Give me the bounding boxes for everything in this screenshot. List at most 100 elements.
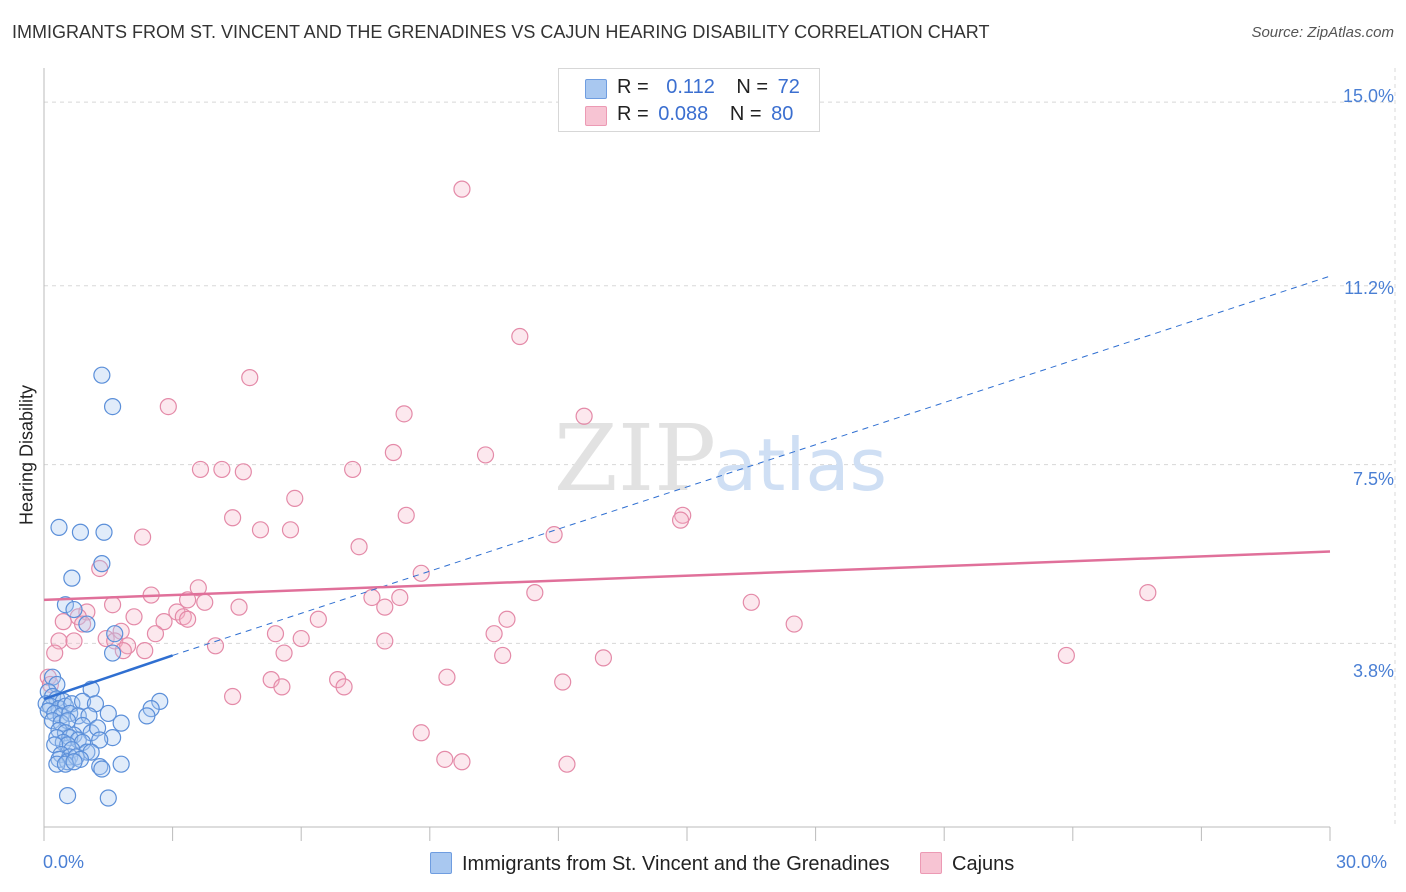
- series-legend-cajuns[interactable]: Cajuns: [920, 852, 1014, 876]
- legend-r-label: R =: [617, 76, 649, 98]
- cajuns-point: [485, 625, 503, 643]
- cajuns-point: [498, 610, 516, 628]
- cajuns-point: [146, 625, 165, 643]
- immigrants-point: [78, 615, 96, 633]
- cajuns-point: [376, 632, 394, 650]
- cajuns-point: [224, 687, 242, 706]
- legend-r-value: 0.112: [666, 76, 715, 98]
- correlation-legend: R = 0.112 N = 72 R = 0.088 N = 80: [558, 68, 820, 132]
- y-tick-label: 7.5%: [1352, 469, 1394, 489]
- cajuns-point: [545, 526, 563, 544]
- immigrants-point: [93, 366, 111, 384]
- cajuns-point: [224, 509, 242, 527]
- series-name: Cajuns: [952, 853, 1015, 875]
- immigrants-point: [99, 704, 117, 723]
- x-tick-label: 0.0%: [43, 852, 85, 872]
- cajuns-point: [453, 180, 471, 198]
- watermark-zip: ZIP: [554, 405, 716, 512]
- immigrants-point: [99, 789, 117, 807]
- cajuns-point: [384, 443, 402, 462]
- immigrants-point: [58, 753, 77, 771]
- legend-swatch-pink: [920, 852, 942, 874]
- immigrants-point: [58, 786, 77, 805]
- source-credit: Source: ZipAtlas.com: [1251, 24, 1394, 41]
- legend-n-value: 72: [777, 76, 800, 98]
- immigrants-point: [106, 625, 124, 643]
- cajuns-point: [65, 632, 83, 650]
- cajuns-point: [189, 579, 207, 597]
- immigrants-point: [95, 523, 113, 541]
- cajuns-point: [159, 397, 177, 416]
- cajuns-point: [376, 598, 394, 616]
- immigrants-point: [91, 757, 109, 776]
- cajuns-point: [335, 678, 353, 696]
- immigrants-point: [71, 523, 90, 541]
- y-tick-label: 3.8%: [1352, 661, 1394, 681]
- cajuns-point: [526, 584, 544, 602]
- immigrants-point: [80, 707, 98, 725]
- series-legend-immigrants[interactable]: Immigrants from St. Vincent and the Gren…: [430, 852, 890, 876]
- cajuns-point: [273, 678, 291, 696]
- cajuns-point: [785, 615, 803, 633]
- immigrants-point: [56, 596, 75, 614]
- immigrants-point: [65, 600, 83, 619]
- cajuns-point: [494, 646, 512, 665]
- cajuns-point: [1057, 646, 1075, 665]
- cajuns-point: [742, 593, 760, 611]
- legend-swatch-pink: [585, 106, 607, 126]
- immigrants-point: [103, 729, 122, 747]
- cajuns-point: [179, 610, 197, 628]
- series-name: Immigrants from St. Vincent and the Gren…: [462, 853, 890, 875]
- cajuns-point: [133, 528, 152, 546]
- immigrants-trend-line: [43, 654, 174, 701]
- cajuns-point: [136, 642, 154, 660]
- cajuns-point: [196, 593, 214, 611]
- cajuns-point: [554, 673, 572, 691]
- legend-n-label: N =: [736, 76, 769, 98]
- cajuns-point: [476, 446, 495, 464]
- immigrants-point: [103, 644, 122, 662]
- cajuns-point: [155, 613, 173, 631]
- cajuns-point: [412, 724, 430, 742]
- y-axis-label: Hearing Disability: [16, 384, 37, 526]
- immigrants-point: [93, 555, 111, 573]
- cajuns-point: [344, 460, 362, 479]
- cajuns-point: [230, 598, 248, 616]
- immigrants-point: [151, 692, 169, 710]
- cajuns-point: [350, 538, 368, 556]
- cajuns-point: [438, 668, 456, 686]
- legend-swatch-blue: [585, 79, 607, 99]
- cajuns-point: [234, 463, 252, 481]
- cajuns-points: [39, 180, 1157, 773]
- cajuns-point: [54, 613, 72, 631]
- immigrants-point: [91, 731, 109, 749]
- cajuns-point: [395, 405, 413, 423]
- cajuns-point: [46, 644, 64, 662]
- cajuns-point: [73, 615, 92, 633]
- cajuns-point: [558, 755, 576, 773]
- legend-r-value: 0.088: [658, 103, 709, 125]
- cajuns-point: [412, 564, 430, 582]
- cajuns-point: [213, 460, 231, 479]
- cajuns-point: [391, 588, 409, 607]
- cajuns-point: [103, 596, 122, 614]
- cajuns-point: [397, 506, 415, 524]
- cajuns-point: [125, 608, 143, 626]
- cajuns-point: [191, 460, 210, 479]
- cajuns-point: [1139, 584, 1157, 602]
- cajuns-point: [241, 369, 259, 387]
- x-tick-label: 30.0%: [1336, 852, 1388, 872]
- y-tick-label: 11.2%: [1344, 278, 1394, 298]
- trend-lines: [43, 275, 1331, 701]
- cajuns-point: [275, 644, 293, 662]
- cajuns-point: [281, 521, 300, 539]
- immigrants-point: [112, 755, 130, 773]
- immigrants-trend-extension: [172, 275, 1331, 656]
- cajuns-point: [251, 521, 270, 539]
- chart-title: IMMIGRANTS FROM ST. VINCENT AND THE GREN…: [12, 22, 990, 42]
- immigrants-point: [112, 714, 130, 732]
- cajuns-point: [206, 637, 225, 655]
- cajuns-point: [292, 629, 310, 648]
- immigrants-point: [138, 707, 156, 725]
